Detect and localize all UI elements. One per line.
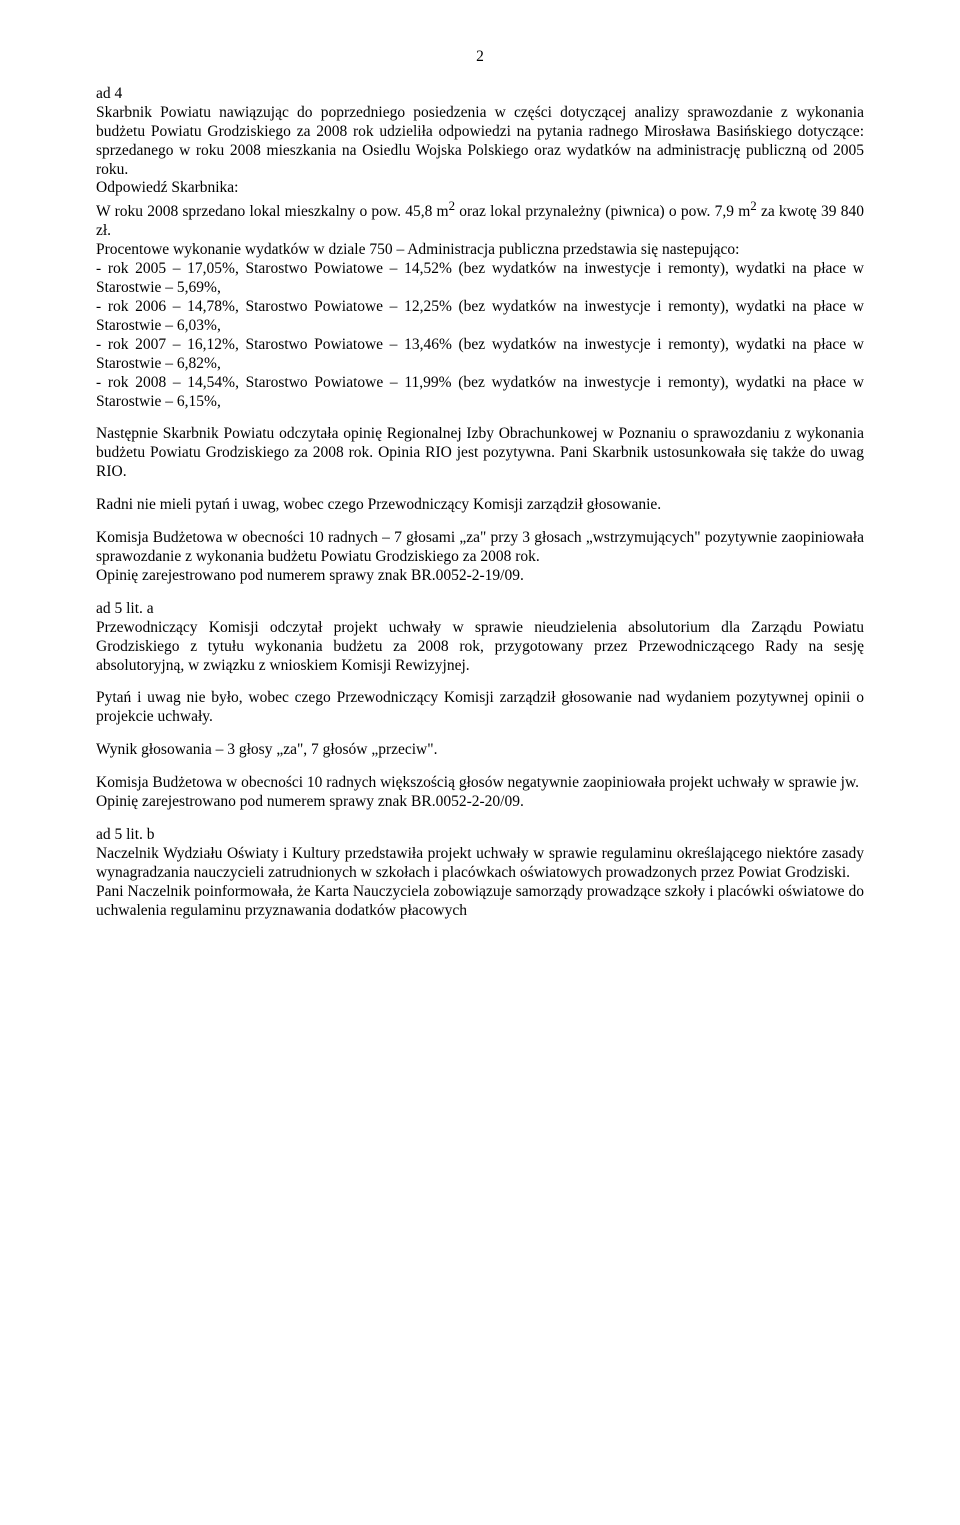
ad4-para7: Opinię zarejestrowano pod numerem sprawy… xyxy=(96,567,864,586)
section-ad5b-heading: ad 5 lit. b xyxy=(96,826,864,845)
ad5a-para1: Przewodniczący Komisji odczytał projekt … xyxy=(96,619,864,676)
ad4-para1: Skarbnik Powiatu nawiązując do poprzedni… xyxy=(96,104,864,180)
ad4-para2b: oraz lokal przynależny (piwnica) o pow. … xyxy=(455,204,750,221)
ad4-para5: Radni nie mieli pytań i uwag, wobec czeg… xyxy=(96,496,864,515)
ad4-para3: Procentowe wykonanie wydatków w dziale 7… xyxy=(96,241,864,260)
ad5a-para2: Pytań i uwag nie było, wobec czego Przew… xyxy=(96,689,864,727)
section-ad5a-heading: ad 5 lit. a xyxy=(96,600,864,619)
ad4-para6: Komisja Budżetowa w obecności 10 radnych… xyxy=(96,529,864,567)
ad4-para2: W roku 2008 sprzedano lokal mieszkalny o… xyxy=(96,198,864,241)
ad4-bullet4: - rok 2008 – 14,54%, Starostwo Powiatowe… xyxy=(96,374,864,412)
ad4-bullet1: - rok 2005 – 17,05%, Starostwo Powiatowe… xyxy=(96,260,864,298)
ad5a-para4: Komisja Budżetowa w obecności 10 radnych… xyxy=(96,774,864,793)
ad4-para2a: W roku 2008 sprzedano lokal mieszkalny o… xyxy=(96,204,449,221)
ad4-para4: Następnie Skarbnik Powiatu odczytała opi… xyxy=(96,425,864,482)
ad5b-para2: Pani Naczelnik poinformowała, że Karta N… xyxy=(96,883,864,921)
section-ad4-heading: ad 4 xyxy=(96,85,864,104)
page-number: 2 xyxy=(96,48,864,67)
ad4-bullet3: - rok 2007 – 16,12%, Starostwo Powiatowe… xyxy=(96,336,864,374)
ad5a-para3: Wynik głosowania – 3 głosy „za", 7 głosó… xyxy=(96,741,864,760)
ad5b-para1: Naczelnik Wydziału Oświaty i Kultury prz… xyxy=(96,845,864,883)
document-page: 2 ad 4 Skarbnik Powiatu nawiązując do po… xyxy=(0,0,960,969)
ad5a-para5: Opinię zarejestrowano pod numerem sprawy… xyxy=(96,793,864,812)
ad4-odp-label: Odpowiedź Skarbnika: xyxy=(96,179,864,198)
ad4-bullet2: - rok 2006 – 14,78%, Starostwo Powiatowe… xyxy=(96,298,864,336)
